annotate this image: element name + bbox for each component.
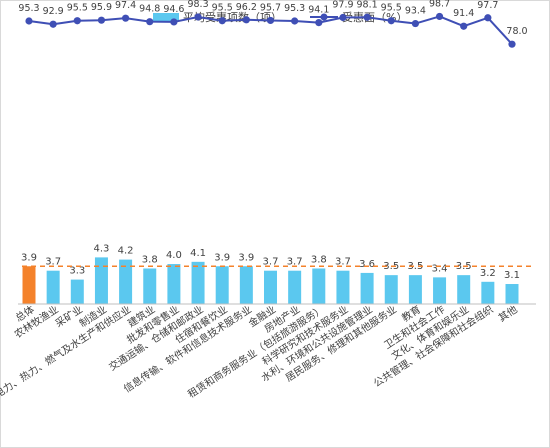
line-value-label-0: 95.3 <box>18 3 39 14</box>
legend-bar-swatch <box>153 13 179 21</box>
line-point-14 <box>363 13 371 21</box>
bar-8 <box>215 266 229 304</box>
line-value-label-20: 78.0 <box>506 26 527 37</box>
line-point-4 <box>122 14 130 22</box>
line-value-label-2: 95.5 <box>67 3 88 14</box>
bar-value-label-3: 4.3 <box>93 243 109 254</box>
bar-11 <box>288 270 302 304</box>
bar-value-label-19: 3.2 <box>480 268 496 279</box>
bar-10 <box>264 270 277 304</box>
bar-value-label-11: 3.7 <box>287 257 303 268</box>
line-value-label-19: 97.7 <box>477 0 498 11</box>
line-point-5 <box>146 18 154 26</box>
line-point-15 <box>387 17 395 25</box>
bar-17 <box>433 277 447 304</box>
bar-18 <box>457 275 471 304</box>
line-group: 95.3 92.9 95.5 95.9 97.4 94.8 94.6 98.3 95.5 96.2… <box>18 0 528 48</box>
bar-value-label-14: 3.6 <box>359 259 375 270</box>
bar-20 <box>505 284 519 304</box>
line-value-label-14: 98.1 <box>357 0 378 10</box>
line-point-16 <box>411 19 419 28</box>
bar-12 <box>312 268 326 304</box>
line-point-8 <box>218 17 226 25</box>
bar-value-label-12: 3.8 <box>311 254 327 265</box>
line-point-18 <box>460 22 468 30</box>
bar-1 <box>46 270 60 304</box>
line-value-label-7: 98.3 <box>187 0 208 10</box>
bar-0 <box>22 266 36 304</box>
bar-value-label-4: 4.2 <box>118 246 134 257</box>
line-value-label-17: 98.7 <box>429 0 450 9</box>
line-value-label-12: 94.1 <box>308 5 329 16</box>
line-point-3 <box>97 16 106 24</box>
bar-value-label-2: 3.3 <box>69 266 85 277</box>
bar-value-label-13: 3.7 <box>335 257 351 268</box>
line-point-12 <box>315 19 323 27</box>
line-value-label-1: 92.9 <box>43 6 64 17</box>
bar-value-label-10: 3.7 <box>263 257 279 268</box>
line-value-label-16: 93.4 <box>405 6 426 17</box>
line-value-label-10: 95.7 <box>260 2 281 13</box>
line-point-19 <box>484 14 492 22</box>
bar-15 <box>384 275 398 304</box>
bar-14 <box>360 272 374 304</box>
line-value-label-13: 97.9 <box>332 0 353 11</box>
line-value-label-11: 95.3 <box>284 3 305 14</box>
line-value-label-4: 97.4 <box>115 0 136 11</box>
line-value-label-6: 94.6 <box>163 4 184 15</box>
bar-value-label-6: 4.0 <box>166 250 182 261</box>
bar-value-label-7: 4.1 <box>190 248 206 259</box>
bar-value-label-9: 3.9 <box>238 252 254 263</box>
bar-value-label-20: 3.1 <box>504 270 520 281</box>
line-point-2 <box>73 17 81 25</box>
bar-value-label-1: 3.7 <box>45 257 61 268</box>
bar-3 <box>94 257 108 304</box>
bar-9 <box>239 266 253 304</box>
line-point-17 <box>435 12 444 21</box>
line-point-9 <box>242 16 250 24</box>
line-value-label-9: 96.2 <box>236 2 257 13</box>
bar-value-label-0: 3.9 <box>21 252 37 263</box>
bar-7 <box>191 261 205 304</box>
line-value-label-3: 95.9 <box>91 2 112 13</box>
line-point-1 <box>49 20 57 28</box>
bar-value-label-8: 3.9 <box>214 252 230 263</box>
line-value-label-15: 95.5 <box>381 3 402 14</box>
bar-value-label-16: 3.5 <box>407 261 423 272</box>
line-point-13 <box>339 13 347 22</box>
line-point-0 <box>25 17 33 25</box>
line-point-7 <box>194 13 202 21</box>
line-point-6 <box>170 18 178 26</box>
line-value-label-5: 94.8 <box>139 4 160 15</box>
line-point-10 <box>266 16 275 25</box>
bar-19 <box>481 281 495 304</box>
line-value-label-8: 95.5 <box>212 3 233 14</box>
line-value-label-18: 91.4 <box>453 8 474 19</box>
bars-group: 3.9 3.7 3.3 4.3 4.2 3.8 4.0 4.1 3.9 3.9 3.7 3.7 3.8 3… <box>18 243 536 305</box>
bar-4 <box>119 259 133 304</box>
bar-5 <box>143 268 157 304</box>
bar-16 <box>408 275 422 304</box>
bar-value-label-5: 3.8 <box>142 254 158 265</box>
legend-line-marker <box>320 13 328 21</box>
bar-2 <box>70 279 84 304</box>
bar-6 <box>167 264 181 304</box>
line-point-11 <box>291 17 299 25</box>
line-point-20 <box>508 40 516 48</box>
bar-value-label-17: 3.4 <box>432 263 448 274</box>
bar-13 <box>336 270 350 304</box>
